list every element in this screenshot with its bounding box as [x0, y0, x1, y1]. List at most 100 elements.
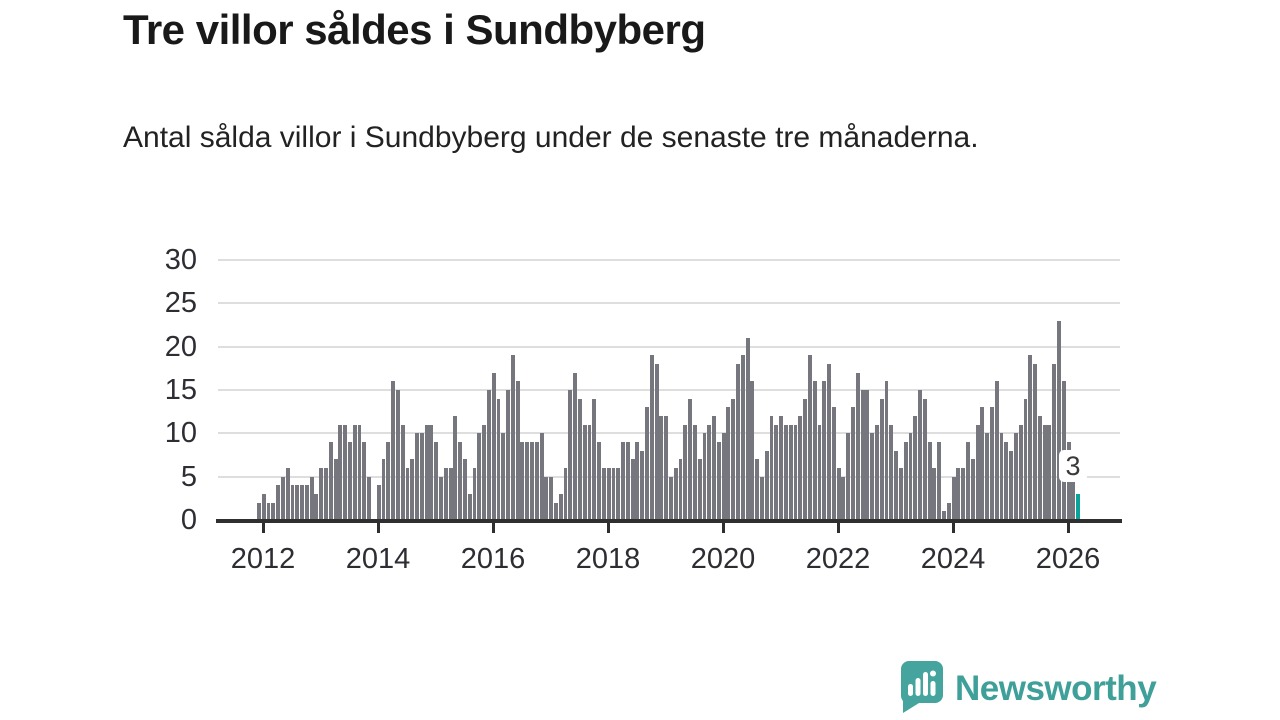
- bar: [1009, 450, 1014, 520]
- bar: [908, 433, 913, 520]
- bar: [510, 355, 515, 520]
- bar: [1028, 355, 1033, 520]
- newsworthy-chart-bubble-icon: [897, 659, 945, 720]
- bar: [338, 424, 343, 520]
- bar: [443, 468, 448, 520]
- bar-latest-highlight: [1076, 494, 1081, 520]
- bar: [1057, 320, 1061, 520]
- bar: [539, 433, 544, 520]
- bar: [415, 433, 419, 520]
- bar: [1037, 416, 1042, 520]
- x-axis-label-2022: 2022: [805, 543, 871, 575]
- bar: [343, 424, 348, 520]
- bar: [884, 381, 889, 520]
- gridline-y-20: [218, 345, 1120, 348]
- gridline-y-15: [218, 388, 1120, 391]
- bar: [554, 502, 558, 520]
- bar: [271, 502, 276, 520]
- bar: [304, 485, 309, 520]
- bar: [688, 398, 693, 520]
- bar: [309, 476, 314, 520]
- bar: [640, 450, 645, 520]
- bar: [482, 424, 487, 520]
- bar: [841, 476, 846, 520]
- gridline-y-10: [218, 432, 1120, 435]
- bar: [1018, 424, 1023, 520]
- bar: [463, 459, 467, 520]
- y-axis-label-30: 30: [164, 243, 197, 276]
- x-tick-2022: [836, 522, 840, 533]
- y-axis-label-20: 20: [164, 330, 197, 363]
- x-axis-label-2014: 2014: [345, 543, 411, 575]
- bar: [1013, 433, 1018, 520]
- bar: [755, 459, 760, 520]
- x-axis-label-2026: 2026: [1035, 543, 1101, 575]
- bar: [865, 390, 870, 520]
- bar: [439, 476, 443, 520]
- bar: [314, 494, 319, 520]
- bar: [889, 424, 894, 520]
- bar: [285, 468, 290, 520]
- bar: [328, 442, 333, 520]
- bar: [846, 433, 851, 520]
- gridline-y-30: [218, 258, 1120, 261]
- bar: [956, 468, 961, 520]
- bar: [568, 390, 573, 520]
- bar: [530, 442, 534, 520]
- bar: [683, 424, 688, 520]
- x-axis-label-2012: 2012: [230, 543, 296, 575]
- x-tick-2016: [491, 522, 495, 533]
- y-axis-label-10: 10: [164, 417, 197, 450]
- bar: [779, 416, 784, 520]
- bar: [295, 485, 300, 520]
- bar: [673, 468, 678, 520]
- bar: [922, 398, 927, 520]
- bar: [419, 433, 424, 520]
- bar: [807, 355, 812, 520]
- bar: [534, 442, 539, 520]
- bar: [506, 390, 510, 520]
- bar: [970, 459, 975, 520]
- x-tick-2026: [1066, 522, 1070, 533]
- bar: [592, 398, 597, 520]
- bar: [769, 416, 774, 520]
- bar: [692, 424, 697, 520]
- x-axis-label-2018: 2018: [575, 543, 641, 575]
- bar: [966, 442, 970, 520]
- bar: [894, 450, 899, 520]
- bar: [851, 407, 855, 520]
- bar: [630, 459, 635, 520]
- bar: [716, 442, 721, 520]
- bar: [918, 390, 922, 520]
- bar: [386, 442, 391, 520]
- bar: [491, 372, 496, 520]
- bar: [324, 468, 328, 520]
- bar: [645, 407, 649, 520]
- bar: [525, 442, 530, 520]
- bar: [764, 450, 769, 520]
- y-axis-label-25: 25: [164, 287, 197, 320]
- x-tick-2020: [721, 522, 725, 533]
- bar: [395, 390, 400, 520]
- bar: [467, 494, 472, 520]
- x-tick-2014: [376, 522, 380, 533]
- bar: [817, 424, 822, 520]
- bar: [697, 459, 702, 520]
- bar: [319, 468, 324, 520]
- bar: [625, 442, 630, 520]
- bar: [348, 442, 352, 520]
- bar: [669, 476, 673, 520]
- bar: [300, 485, 304, 520]
- bar: [448, 468, 453, 520]
- bar: [913, 416, 918, 520]
- bar: [803, 398, 808, 520]
- bar: [870, 433, 875, 520]
- bar: [1004, 442, 1009, 520]
- bar: [975, 424, 980, 520]
- bar: [434, 442, 439, 520]
- bar: [659, 416, 664, 520]
- bar: [496, 398, 501, 520]
- bar: [544, 476, 549, 520]
- bar: [261, 494, 266, 520]
- bar: [649, 355, 654, 520]
